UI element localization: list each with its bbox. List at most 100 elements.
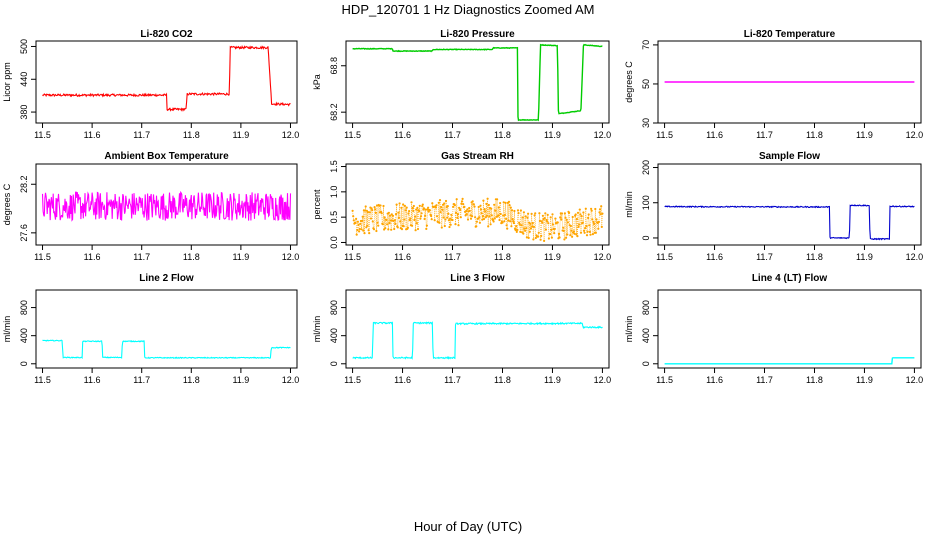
x-tick-label: 11.7 — [133, 375, 150, 385]
data-segment — [540, 235, 542, 240]
data-segment — [485, 203, 487, 218]
data-segment — [415, 209, 418, 224]
data-segment — [487, 198, 489, 227]
data-segment — [559, 217, 561, 238]
plot-frame — [35, 40, 298, 124]
data-segment — [596, 219, 598, 223]
series-line — [664, 203, 915, 241]
data-segment — [395, 214, 397, 224]
data-segment — [385, 219, 387, 229]
data-segment — [578, 209, 581, 225]
data-segment — [524, 228, 526, 231]
data-segment — [404, 205, 406, 211]
data-segment — [517, 210, 519, 214]
data-point — [400, 206, 403, 209]
data-point — [486, 197, 489, 200]
series-line — [352, 321, 603, 360]
data-segment — [404, 205, 406, 220]
data-segment — [595, 219, 597, 233]
data-segment — [480, 209, 482, 214]
data-segment — [564, 213, 566, 240]
data-point — [541, 214, 545, 217]
data-segment — [601, 213, 603, 227]
data-segment — [447, 206, 449, 214]
data-segment — [474, 217, 476, 227]
data-segment — [364, 206, 366, 211]
y-tick-label: 1.0 — [329, 186, 339, 199]
plot-frame — [345, 163, 610, 246]
y-axis-label: kPa — [312, 74, 322, 90]
data-segment — [484, 209, 486, 212]
data-segment — [366, 210, 368, 228]
data-point — [516, 209, 520, 212]
data-point — [352, 215, 355, 218]
data-series — [41, 190, 292, 222]
plot-frame — [35, 163, 298, 246]
data-point — [410, 201, 413, 204]
data-segment — [377, 204, 379, 226]
data-segment — [455, 199, 457, 213]
data-segment — [367, 212, 369, 231]
data-point — [393, 219, 396, 222]
y-tick-label: 30 — [641, 118, 651, 128]
data-segment — [584, 208, 587, 229]
series-line — [352, 43, 603, 122]
data-segment — [436, 216, 438, 222]
x-tick-label: 11.6 — [394, 130, 411, 140]
panel-title: Li-820 Temperature — [744, 29, 836, 40]
data-segment — [558, 233, 560, 239]
x-tick-label: 11.7 — [133, 130, 150, 140]
y-tick-label: 27.6 — [19, 224, 29, 242]
x-tick-label: 11.5 — [344, 375, 361, 385]
data-segment — [360, 220, 362, 230]
data-segment — [600, 206, 602, 215]
x-tick-label: 12.0 — [594, 130, 612, 140]
data-segment — [387, 213, 389, 230]
data-segment — [423, 208, 425, 210]
data-segment — [526, 217, 528, 238]
data-segment — [577, 212, 579, 227]
data-segment — [548, 233, 550, 239]
data-segment — [562, 227, 565, 231]
data-segment — [455, 212, 457, 225]
data-segment — [572, 216, 574, 233]
x-tick-label: 11.6 — [84, 252, 101, 262]
data-segment — [533, 226, 535, 240]
chart-panel-5: Gas Stream RH 11.5 11.6 11.7 11.8 11.9 12.0 0.0… — [312, 151, 611, 262]
data-segment — [462, 198, 464, 205]
data-segment — [494, 210, 496, 219]
data-segment — [547, 214, 549, 224]
data-segment — [504, 202, 506, 215]
data-segment — [361, 216, 363, 221]
data-segment — [492, 219, 494, 222]
data-segment — [513, 210, 515, 224]
data-segment — [509, 205, 511, 222]
data-segment — [357, 221, 359, 225]
y-axis-label: percent — [312, 189, 322, 220]
chart-panel-2: Li-820 Pressure 11.5 11.6 11.7 11.8 11.9 12.0 6… — [312, 29, 611, 140]
x-tick-label: 11.9 — [856, 130, 873, 140]
data-segment — [454, 204, 456, 206]
data-point — [450, 213, 453, 216]
data-segment — [518, 222, 520, 225]
data-segment — [437, 202, 440, 223]
x-tick-label: 11.9 — [232, 375, 249, 385]
data-segment — [400, 207, 402, 229]
data-segment — [515, 226, 518, 232]
data-segment — [555, 218, 557, 224]
data-segment — [467, 209, 469, 220]
x-tick-label: 11.8 — [806, 375, 823, 385]
data-segment — [519, 224, 521, 232]
data-segment — [529, 223, 531, 232]
data-segment — [571, 216, 573, 237]
data-segment — [438, 202, 440, 223]
data-segment — [534, 213, 537, 239]
data-segment — [393, 220, 396, 230]
data-segment — [557, 222, 559, 239]
data-segment — [402, 204, 404, 226]
data-segment — [361, 220, 363, 230]
data-segment — [435, 205, 437, 208]
data-segment — [570, 225, 572, 231]
data-point — [551, 213, 554, 216]
data-segment — [574, 214, 576, 216]
